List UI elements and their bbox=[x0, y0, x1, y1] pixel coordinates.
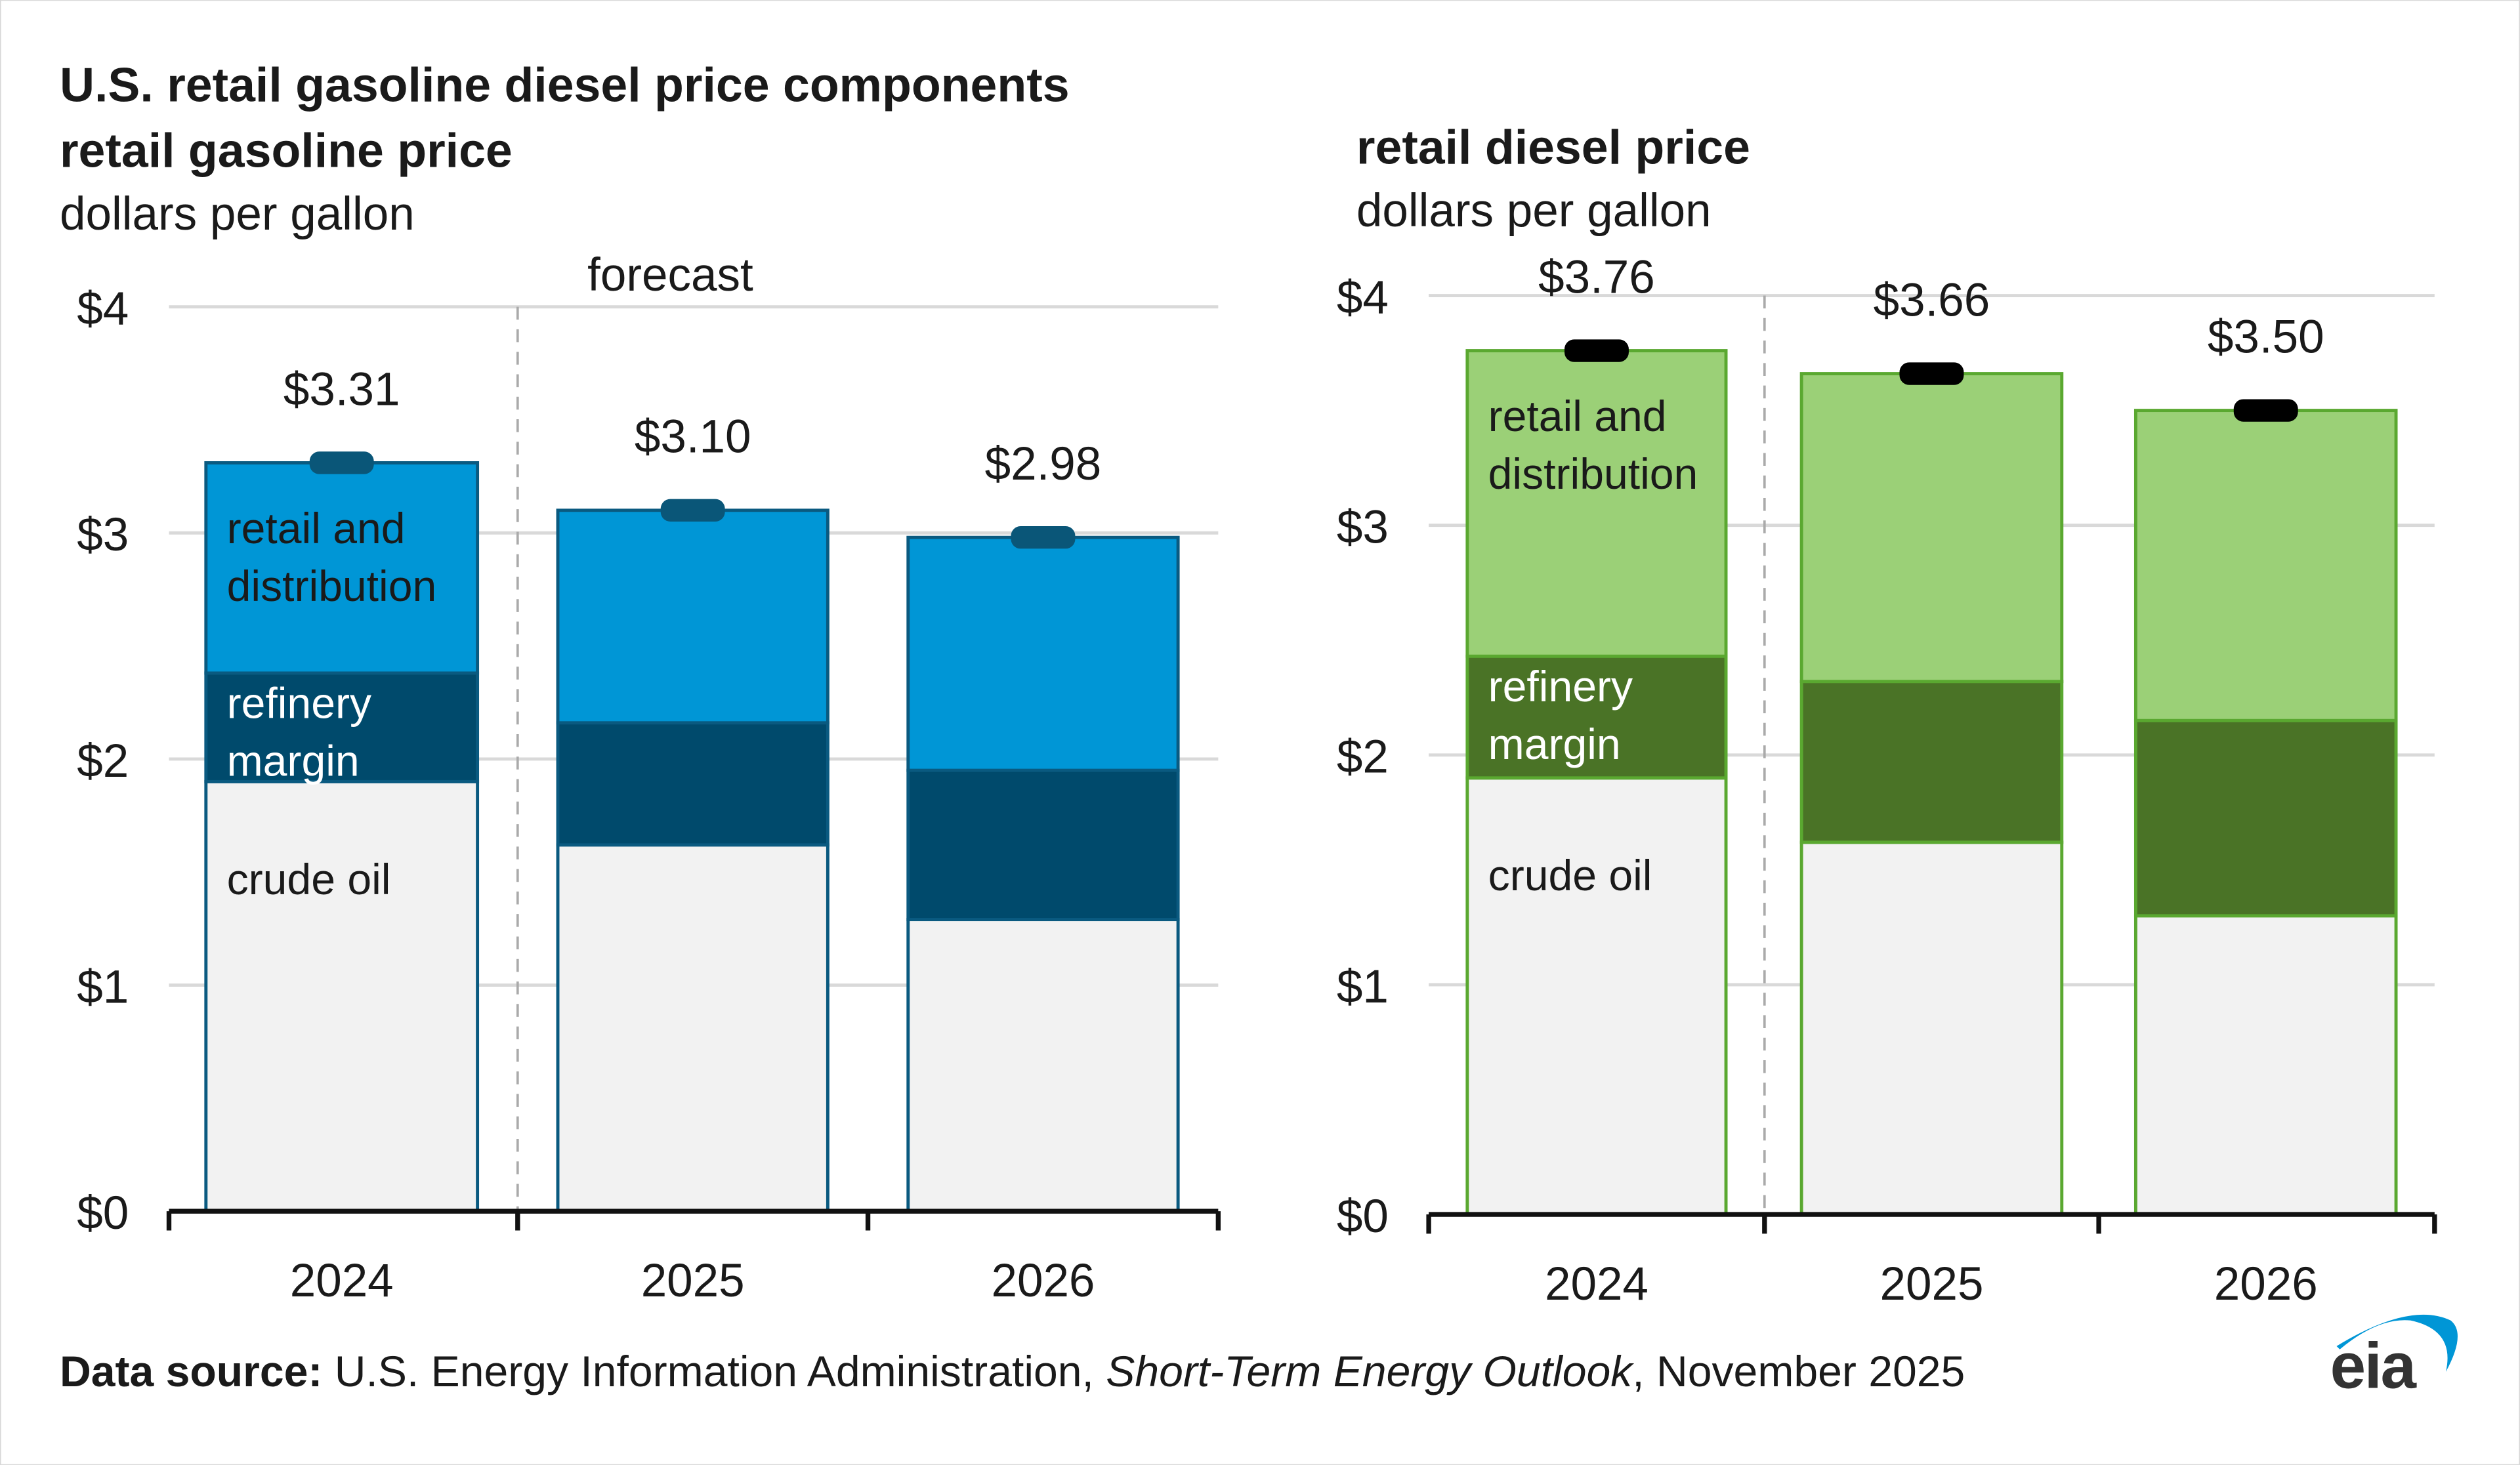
gasoline-chart-title: retail gasoline price bbox=[60, 124, 513, 178]
eia-logo-text: eia bbox=[2330, 1329, 2418, 1401]
diesel-series-label-retail-and-distribution: retail and distribution bbox=[1488, 392, 1698, 499]
series-label-line: refinery bbox=[227, 680, 371, 728]
series-label-line: retail and bbox=[227, 505, 406, 553]
diesel-x-tick-label: 2024 bbox=[1545, 1258, 1648, 1310]
series-label-line: margin bbox=[227, 737, 360, 786]
series-label-line: margin bbox=[1488, 720, 1621, 769]
diesel-total-label-2025: $3.66 bbox=[1874, 274, 1990, 326]
gasoline-bar-crude-oil-2026 bbox=[906, 918, 1180, 1213]
diesel-y-unit: dollars per gallon bbox=[1356, 185, 1712, 237]
gasoline-chart: $0 $1 $2 $3 $4 $3.31 2024 $3.10 2025 $2.98 2026 cru… bbox=[77, 283, 1221, 1307]
diesel-total-label-2024: $3.76 bbox=[1538, 251, 1655, 303]
diesel-total-marker-2025 bbox=[1899, 362, 1964, 385]
gasoline-y-unit: dollars per gallon bbox=[60, 188, 415, 240]
diesel-chart-title: retail diesel price bbox=[1356, 121, 1750, 175]
diesel-bar-refinery-margin-2026 bbox=[2133, 718, 2398, 918]
diesel-total-marker-2026 bbox=[2233, 399, 2298, 422]
gasoline-total-marker-2025 bbox=[660, 499, 725, 522]
gasoline-bar-crude-oil-2025 bbox=[556, 843, 830, 1213]
gasoline-series-label-crude-oil: crude oil bbox=[227, 856, 391, 904]
gasoline-y-tick-label: $2 bbox=[77, 735, 129, 787]
gasoline-total-label-2024: $3.31 bbox=[284, 363, 400, 415]
source-publication: Short-Term Energy Outlook bbox=[1106, 1348, 1634, 1396]
series-label-line: refinery bbox=[1488, 663, 1633, 711]
diesel-bar-crude-oil-2026 bbox=[2133, 914, 2398, 1216]
diesel-bar-retail-and-distribution-2024 bbox=[1465, 349, 1728, 658]
gasoline-x-tick-label: 2025 bbox=[641, 1255, 745, 1307]
diesel-y-tick-label: $4 bbox=[1337, 272, 1389, 323]
eia-logo-swoosh bbox=[2336, 1314, 2458, 1372]
gasoline-bar-refinery-margin-2025 bbox=[556, 721, 830, 847]
diesel-y-tick-label: $1 bbox=[1337, 961, 1389, 1013]
series-label-line: distribution bbox=[1488, 450, 1698, 499]
diesel-x-tick-label: 2025 bbox=[1880, 1258, 1983, 1310]
gasoline-total-marker-2026 bbox=[1011, 526, 1076, 549]
diesel-bar-retail-and-distribution-2026 bbox=[2133, 409, 2398, 722]
gasoline-bar-refinery-margin-2026 bbox=[906, 768, 1180, 922]
gasoline-bar-refinery-margin-2024 bbox=[204, 671, 480, 783]
diesel-bar-refinery-margin-2025 bbox=[1799, 680, 2064, 844]
series-label-line: distribution bbox=[227, 562, 437, 611]
source-date: , November 2025 bbox=[1632, 1348, 1965, 1396]
source-label: Data source: bbox=[60, 1348, 322, 1396]
gasoline-total-label-2026: $2.98 bbox=[985, 438, 1102, 490]
gasoline-y-tick-label: $1 bbox=[77, 961, 129, 1013]
forecast-label: forecast bbox=[587, 249, 753, 301]
gasoline-bar-retail-and-distribution-2024 bbox=[204, 461, 480, 675]
eia-logo: eia bbox=[2330, 1314, 2458, 1401]
diesel-x-tick-label: 2026 bbox=[2214, 1258, 2318, 1310]
series-label-line: crude oil bbox=[1488, 852, 1652, 900]
source-text: U.S. Energy Information Administration, bbox=[322, 1348, 1106, 1396]
gasoline-y-tick-label: $0 bbox=[77, 1187, 129, 1239]
diesel-bar-refinery-margin-2024 bbox=[1465, 654, 1728, 780]
diesel-bar-retail-and-distribution-2025 bbox=[1799, 372, 2064, 684]
diesel-total-marker-2024 bbox=[1564, 339, 1629, 362]
gasoline-x-tick-label: 2026 bbox=[991, 1255, 1095, 1307]
diesel-y-tick-label: $2 bbox=[1337, 732, 1389, 783]
gasoline-y-tick-label: $4 bbox=[77, 283, 129, 335]
data-source: Data source: U.S. Energy Information Adm… bbox=[60, 1348, 1965, 1396]
gasoline-bar-crude-oil-2024 bbox=[204, 779, 480, 1213]
diesel-series-label-refinery-margin: refinery margin bbox=[1488, 663, 1633, 769]
diesel-bar-crude-oil-2024 bbox=[1465, 776, 1728, 1216]
gasoline-bar-retail-and-distribution-2025 bbox=[556, 508, 830, 725]
figure-title: U.S. retail gasoline diesel price compon… bbox=[60, 58, 1070, 112]
gasoline-y-tick-label: $3 bbox=[77, 509, 129, 561]
diesel-series-label-crude-oil: crude oil bbox=[1488, 852, 1652, 900]
diesel-bar-crude-oil-2025 bbox=[1799, 840, 2064, 1216]
gasoline-series-label-retail-and-distribution: retail and distribution bbox=[227, 505, 437, 611]
gasoline-x-tick-label: 2024 bbox=[290, 1255, 394, 1307]
diesel-y-tick-label: $0 bbox=[1337, 1191, 1389, 1243]
gasoline-total-marker-2024 bbox=[309, 451, 374, 474]
diesel-y-tick-label: $3 bbox=[1337, 502, 1389, 554]
diesel-chart: $0 $1 $2 $3 $4 $3.76 2024 $3.66 2025 $3.50 2026 cru… bbox=[1337, 251, 2437, 1310]
series-label-line: crude oil bbox=[227, 856, 391, 904]
diesel-total-label-2026: $3.50 bbox=[2208, 311, 2324, 363]
gasoline-series-label-refinery-margin: refinery margin bbox=[227, 680, 371, 786]
gasoline-bar-retail-and-distribution-2026 bbox=[906, 535, 1180, 772]
series-label-line: retail and bbox=[1488, 392, 1667, 441]
gasoline-total-label-2025: $3.10 bbox=[635, 411, 751, 463]
